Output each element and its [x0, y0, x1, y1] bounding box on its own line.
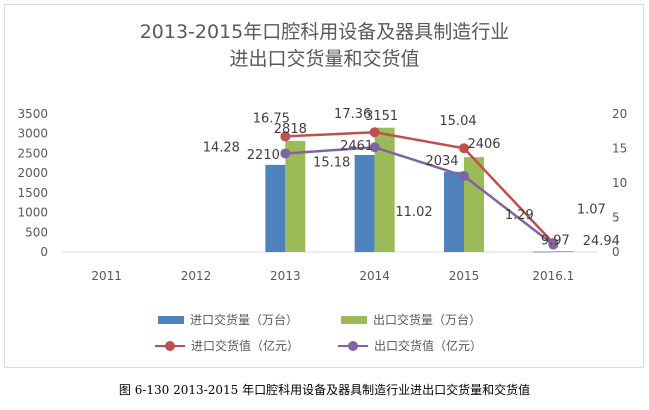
- y-right-tick-label: 5: [612, 211, 620, 225]
- point-import-value: [459, 143, 469, 154]
- data-label: 2818: [274, 122, 307, 137]
- y-right-tick-label: 10: [612, 176, 627, 190]
- data-label: 16.75: [253, 111, 290, 126]
- data-label: 15.18: [313, 155, 350, 170]
- data-label: 2406: [467, 137, 500, 152]
- line-export-value: [285, 145, 555, 246]
- data-label: 1.07: [577, 203, 606, 218]
- data-label: 2034: [425, 154, 458, 169]
- bar-export-qty: [464, 157, 484, 252]
- bar-import-qty: [533, 251, 554, 253]
- bar-import-qty: [354, 154, 375, 252]
- y-right-tick-label: 15: [612, 142, 627, 156]
- legend-swatch-export-value: [338, 340, 368, 352]
- point-export-value: [369, 142, 380, 153]
- point-export-value: [280, 148, 291, 159]
- y-left-tick-label: 2500: [17, 146, 48, 160]
- chart-title-line2: 进出口交货量和交货值: [229, 48, 420, 70]
- legend-import-value: 进口交货值（亿元）: [155, 337, 299, 354]
- x-tick-label: 2015: [449, 269, 480, 283]
- bar-export-qty: [374, 127, 395, 252]
- data-label: 17.36: [334, 107, 371, 122]
- legend-label-export-qty: 出口交货量（万台）: [373, 313, 482, 327]
- y-left-tick-label: 0: [40, 245, 48, 259]
- bar-import-qty: [444, 171, 464, 252]
- data-label: 1.29: [505, 208, 534, 223]
- x-tick-label: 2016.1: [532, 269, 574, 283]
- data-label: 2461: [340, 139, 373, 154]
- legend-swatch-import-qty: [158, 315, 184, 324]
- data-label: 3151: [365, 109, 398, 124]
- bar-export-qty: [285, 140, 306, 252]
- y-left-tick-label: 1000: [17, 206, 48, 220]
- legend-export-value: 出口交货值（亿元）: [338, 337, 482, 354]
- chart-title-line1: 2013-2015年口腔科用设备及器具制造行业: [139, 21, 510, 43]
- data-label: 11.02: [395, 205, 432, 220]
- y-left-tick-label: 3500: [17, 107, 48, 121]
- bar-import-qty: [265, 164, 286, 252]
- y-left-tick-label: 500: [25, 225, 48, 239]
- y-right-tick-label: 0: [612, 245, 620, 259]
- data-label: 15.04: [439, 114, 476, 129]
- legend-import-qty: 进口交货量（万台）: [158, 311, 298, 328]
- bar-export-qty: [553, 251, 574, 252]
- x-tick-label: 2013: [270, 269, 301, 283]
- y-left-tick-label: 2000: [17, 166, 48, 180]
- legend-label-import-value: 进口交货值（亿元）: [191, 339, 300, 353]
- data-label: 9.97: [541, 234, 570, 249]
- y-left-tick-label: 3000: [17, 127, 48, 141]
- line-import-value: [285, 130, 555, 244]
- point-import-value: [280, 131, 291, 142]
- legend-export-qty: 出口交货量（万台）: [341, 311, 481, 328]
- chart-container: [4, 4, 644, 368]
- data-label: 14.28: [203, 140, 240, 155]
- x-tick-label: 2014: [359, 269, 390, 283]
- data-label: 24.94: [583, 234, 620, 249]
- point-export-value: [548, 239, 559, 250]
- legend-label-export-value: 出口交货值（亿元）: [374, 339, 483, 353]
- figure-caption: 图 6-130 2013-2015 年口腔科用设备及器具制造行业进出口交货量和交…: [118, 383, 531, 397]
- legend-swatch-import-value: [155, 340, 185, 352]
- y-right-tick-label: 20: [612, 107, 627, 121]
- x-tick-label: 2011: [91, 269, 122, 283]
- y-left-tick-label: 1500: [17, 186, 48, 200]
- x-tick-label: 2012: [181, 269, 212, 283]
- legend-label-import-qty: 进口交货量（万台）: [190, 313, 299, 327]
- point-import-value: [369, 127, 380, 138]
- point-export-value: [459, 170, 469, 181]
- data-label: 2210: [247, 148, 280, 163]
- legend-swatch-export-qty: [341, 315, 367, 324]
